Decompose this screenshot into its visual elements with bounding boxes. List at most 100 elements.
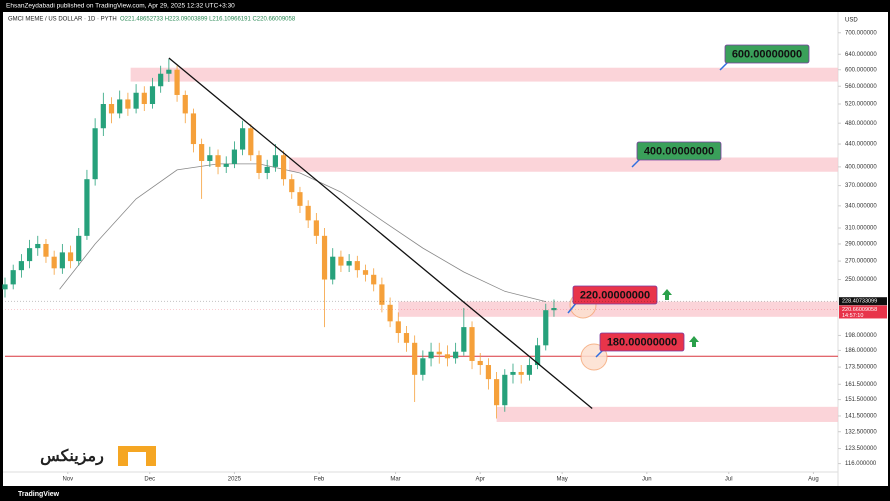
y-tick-label: 198.000000: [845, 333, 877, 339]
candle-body: [67, 252, 74, 262]
x-tick-label: Jul: [725, 477, 733, 483]
candle-body: [59, 252, 65, 269]
candle-body: [534, 345, 541, 366]
candle-body: [395, 321, 401, 334]
y-tick-label: 161.500000: [845, 382, 877, 388]
y-tick-label: 400.000000: [845, 164, 877, 170]
candle-body: [412, 342, 418, 375]
candle-body: [280, 155, 287, 180]
candle-body: [371, 274, 377, 285]
ohlc-legend: O221.48652733 H223.09003899 L216.1096619…: [120, 17, 296, 23]
price-label-box: [839, 297, 887, 306]
x-tick-label: Feb: [314, 477, 325, 483]
candle-body: [10, 270, 16, 285]
candle-body: [494, 379, 500, 406]
candle-body: [469, 327, 475, 361]
candle-body: [338, 256, 344, 266]
candle-body: [100, 104, 106, 129]
header: EhsanZeydabadi published on TradingView.…: [6, 3, 235, 10]
y-tick-label: 141.500000: [845, 414, 877, 420]
candle-body: [485, 365, 492, 380]
candle-body: [321, 235, 328, 280]
y-tick-label: 520.000000: [845, 102, 877, 108]
candle-body: [362, 270, 369, 275]
y-tick-label: 440.000000: [845, 142, 877, 148]
up-arrow: [662, 289, 672, 300]
y-tick-label: 290.000000: [845, 242, 877, 248]
callout-text: 220.00000000: [580, 289, 650, 301]
y-tick-label: 700.000000: [845, 30, 877, 36]
candle-body: [428, 351, 434, 359]
callout-box: [572, 285, 658, 305]
candle-body: [305, 205, 311, 221]
candle-body: [387, 304, 393, 322]
price-label-box: [839, 305, 887, 319]
callout-text: 400.00000000: [644, 145, 714, 157]
y-tick-label: 310.000000: [845, 226, 877, 232]
y-tick-label: 640.000000: [845, 52, 877, 58]
y-tick-label: 600.000000: [845, 67, 877, 73]
y-tick-label: 270.000000: [845, 259, 877, 265]
candle-body: [461, 327, 467, 352]
callout-text: 600.00000000: [732, 48, 802, 60]
callout-box: [724, 44, 810, 64]
candle-body: [174, 69, 180, 95]
candle-body: [379, 284, 385, 305]
x-tick-label: May: [556, 477, 567, 483]
candle-body: [2, 284, 8, 290]
candle-body: [190, 113, 197, 145]
candle-body: [182, 94, 188, 114]
candle-body: [26, 248, 33, 262]
candle-body: [403, 333, 410, 343]
candle-body: [215, 155, 221, 167]
candle-body: [199, 144, 205, 161]
candle-body: [477, 360, 483, 366]
y-tick-label: 123.500000: [845, 446, 877, 452]
candle-body: [551, 308, 557, 311]
zone: [289, 157, 839, 172]
moving-average: [59, 163, 546, 302]
footer: TradingView: [18, 491, 60, 498]
callout-box: [636, 141, 722, 161]
callout-text: 180.00000000: [607, 336, 677, 348]
y-tick-label: 132.500000: [845, 429, 877, 435]
y-tick-label: 340.000000: [845, 203, 877, 209]
candle-body: [510, 371, 516, 375]
candle-body: [133, 92, 139, 109]
candle-body: [272, 155, 278, 167]
candle-body: [84, 179, 90, 236]
candle-body: [436, 351, 442, 355]
candle-body: [313, 220, 319, 236]
zone: [496, 406, 838, 422]
candle-body: [207, 155, 213, 161]
candle-body: [125, 99, 131, 109]
candle-body: [526, 365, 532, 375]
candle-body: [330, 256, 336, 280]
y-tick-label: 370.000000: [845, 183, 877, 189]
zone: [130, 67, 838, 82]
candle-body: [346, 261, 352, 266]
candle-body: [518, 371, 524, 375]
trendline: [168, 57, 593, 410]
candle-body: [76, 235, 82, 262]
candle-body: [35, 243, 41, 249]
candle-body: [543, 310, 549, 346]
chart-title: GMCI MEME / US DOLLAR · 1D · PYTH: [8, 17, 117, 23]
candle-body: [51, 256, 57, 269]
candle-body: [354, 261, 360, 271]
candle-body: [297, 192, 303, 206]
candle-body: [231, 149, 238, 164]
candle-body: [256, 155, 262, 173]
x-tick-label: 2025: [228, 477, 242, 483]
x-tick-label: Mar: [390, 477, 400, 483]
candle-body: [92, 128, 98, 180]
watermark: رمزینکس: [40, 448, 104, 466]
candle-body: [223, 163, 229, 167]
candle-body: [158, 73, 164, 87]
y-tick-label: 173.500000: [845, 365, 877, 371]
candle-body: [108, 104, 115, 114]
x-tick-label: Jun: [642, 477, 652, 483]
currency: USD: [845, 18, 858, 24]
countdown: 14:57:10: [842, 313, 863, 319]
candle-body: [117, 99, 123, 114]
